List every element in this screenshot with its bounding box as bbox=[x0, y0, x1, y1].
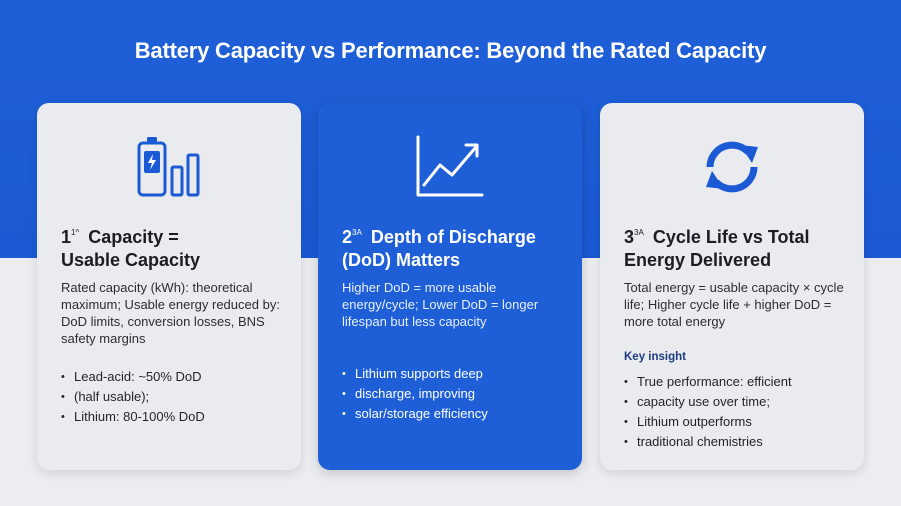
list-item: Lithium supports deep bbox=[342, 364, 567, 384]
card-depth-of-discharge: 23A Depth of Discharge (DoD) Matters Hig… bbox=[318, 103, 582, 470]
bullet-list: Lithium supports deep discharge, improvi… bbox=[342, 364, 567, 424]
card-title: 33A Cycle Life vs Total Energy Delivered bbox=[624, 227, 810, 270]
card-title: 11^ Capacity = Usable Capacity bbox=[61, 227, 201, 270]
page-title: Battery Capacity vs Performance: Beyond … bbox=[134, 38, 767, 63]
card-cycle-life: 33A Cycle Life vs Total Energy Delivered… bbox=[600, 103, 864, 470]
list-item: Lead-acid: ~50% DoD bbox=[61, 367, 286, 387]
list-item: capacity use over time; bbox=[624, 392, 849, 412]
card-description: Total energy = usable capacity × cycle l… bbox=[624, 280, 844, 329]
cycle-arrows-icon bbox=[600, 133, 864, 201]
bullet-list: Lead-acid: ~50% DoD (half usable); Lithi… bbox=[61, 367, 286, 427]
list-item: Lithium outperforms bbox=[624, 412, 849, 432]
line-chart-icon bbox=[318, 133, 582, 201]
list-item: traditional chemistries bbox=[624, 432, 849, 452]
key-insight-label: Key insight bbox=[624, 351, 686, 363]
list-item: (half usable); bbox=[61, 387, 286, 407]
list-item: discharge, improving bbox=[342, 384, 567, 404]
card-capacity: 11^ Capacity = Usable Capacity Rated cap… bbox=[37, 103, 301, 470]
list-item: True performance: efficient bbox=[624, 372, 849, 392]
list-item: Lithium: 80-100% DoD bbox=[61, 407, 286, 427]
card-title: 23A Depth of Discharge (DoD) Matters bbox=[342, 227, 536, 270]
card-description: Higher DoD = more usable energy/cycle; L… bbox=[342, 280, 539, 329]
bullet-list: True performance: efficient capacity use… bbox=[624, 372, 849, 452]
battery-bars-icon bbox=[37, 133, 301, 201]
list-item: solar/storage efficiency bbox=[342, 404, 567, 424]
card-description: Rated capacity (kWh): theoretical maximu… bbox=[61, 280, 280, 346]
